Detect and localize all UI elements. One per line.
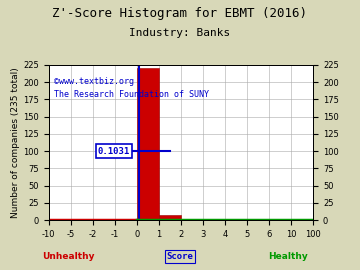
Y-axis label: Number of companies (235 total): Number of companies (235 total) (11, 67, 20, 218)
Bar (181, 219, 203, 220)
Text: The Research Foundation of SUNY: The Research Foundation of SUNY (54, 90, 209, 99)
Bar (115, 219, 137, 220)
Text: Score: Score (167, 252, 193, 261)
Text: Healthy: Healthy (268, 252, 308, 261)
Text: 0.1031: 0.1031 (98, 147, 130, 156)
Text: Z'-Score Histogram for EBMT (2016): Z'-Score Histogram for EBMT (2016) (53, 7, 307, 20)
Text: Industry: Banks: Industry: Banks (129, 28, 231, 38)
Text: Unhealthy: Unhealthy (42, 252, 95, 261)
Bar (159, 215, 181, 220)
Text: ©www.textbiz.org: ©www.textbiz.org (54, 77, 134, 86)
Bar (137, 68, 159, 220)
